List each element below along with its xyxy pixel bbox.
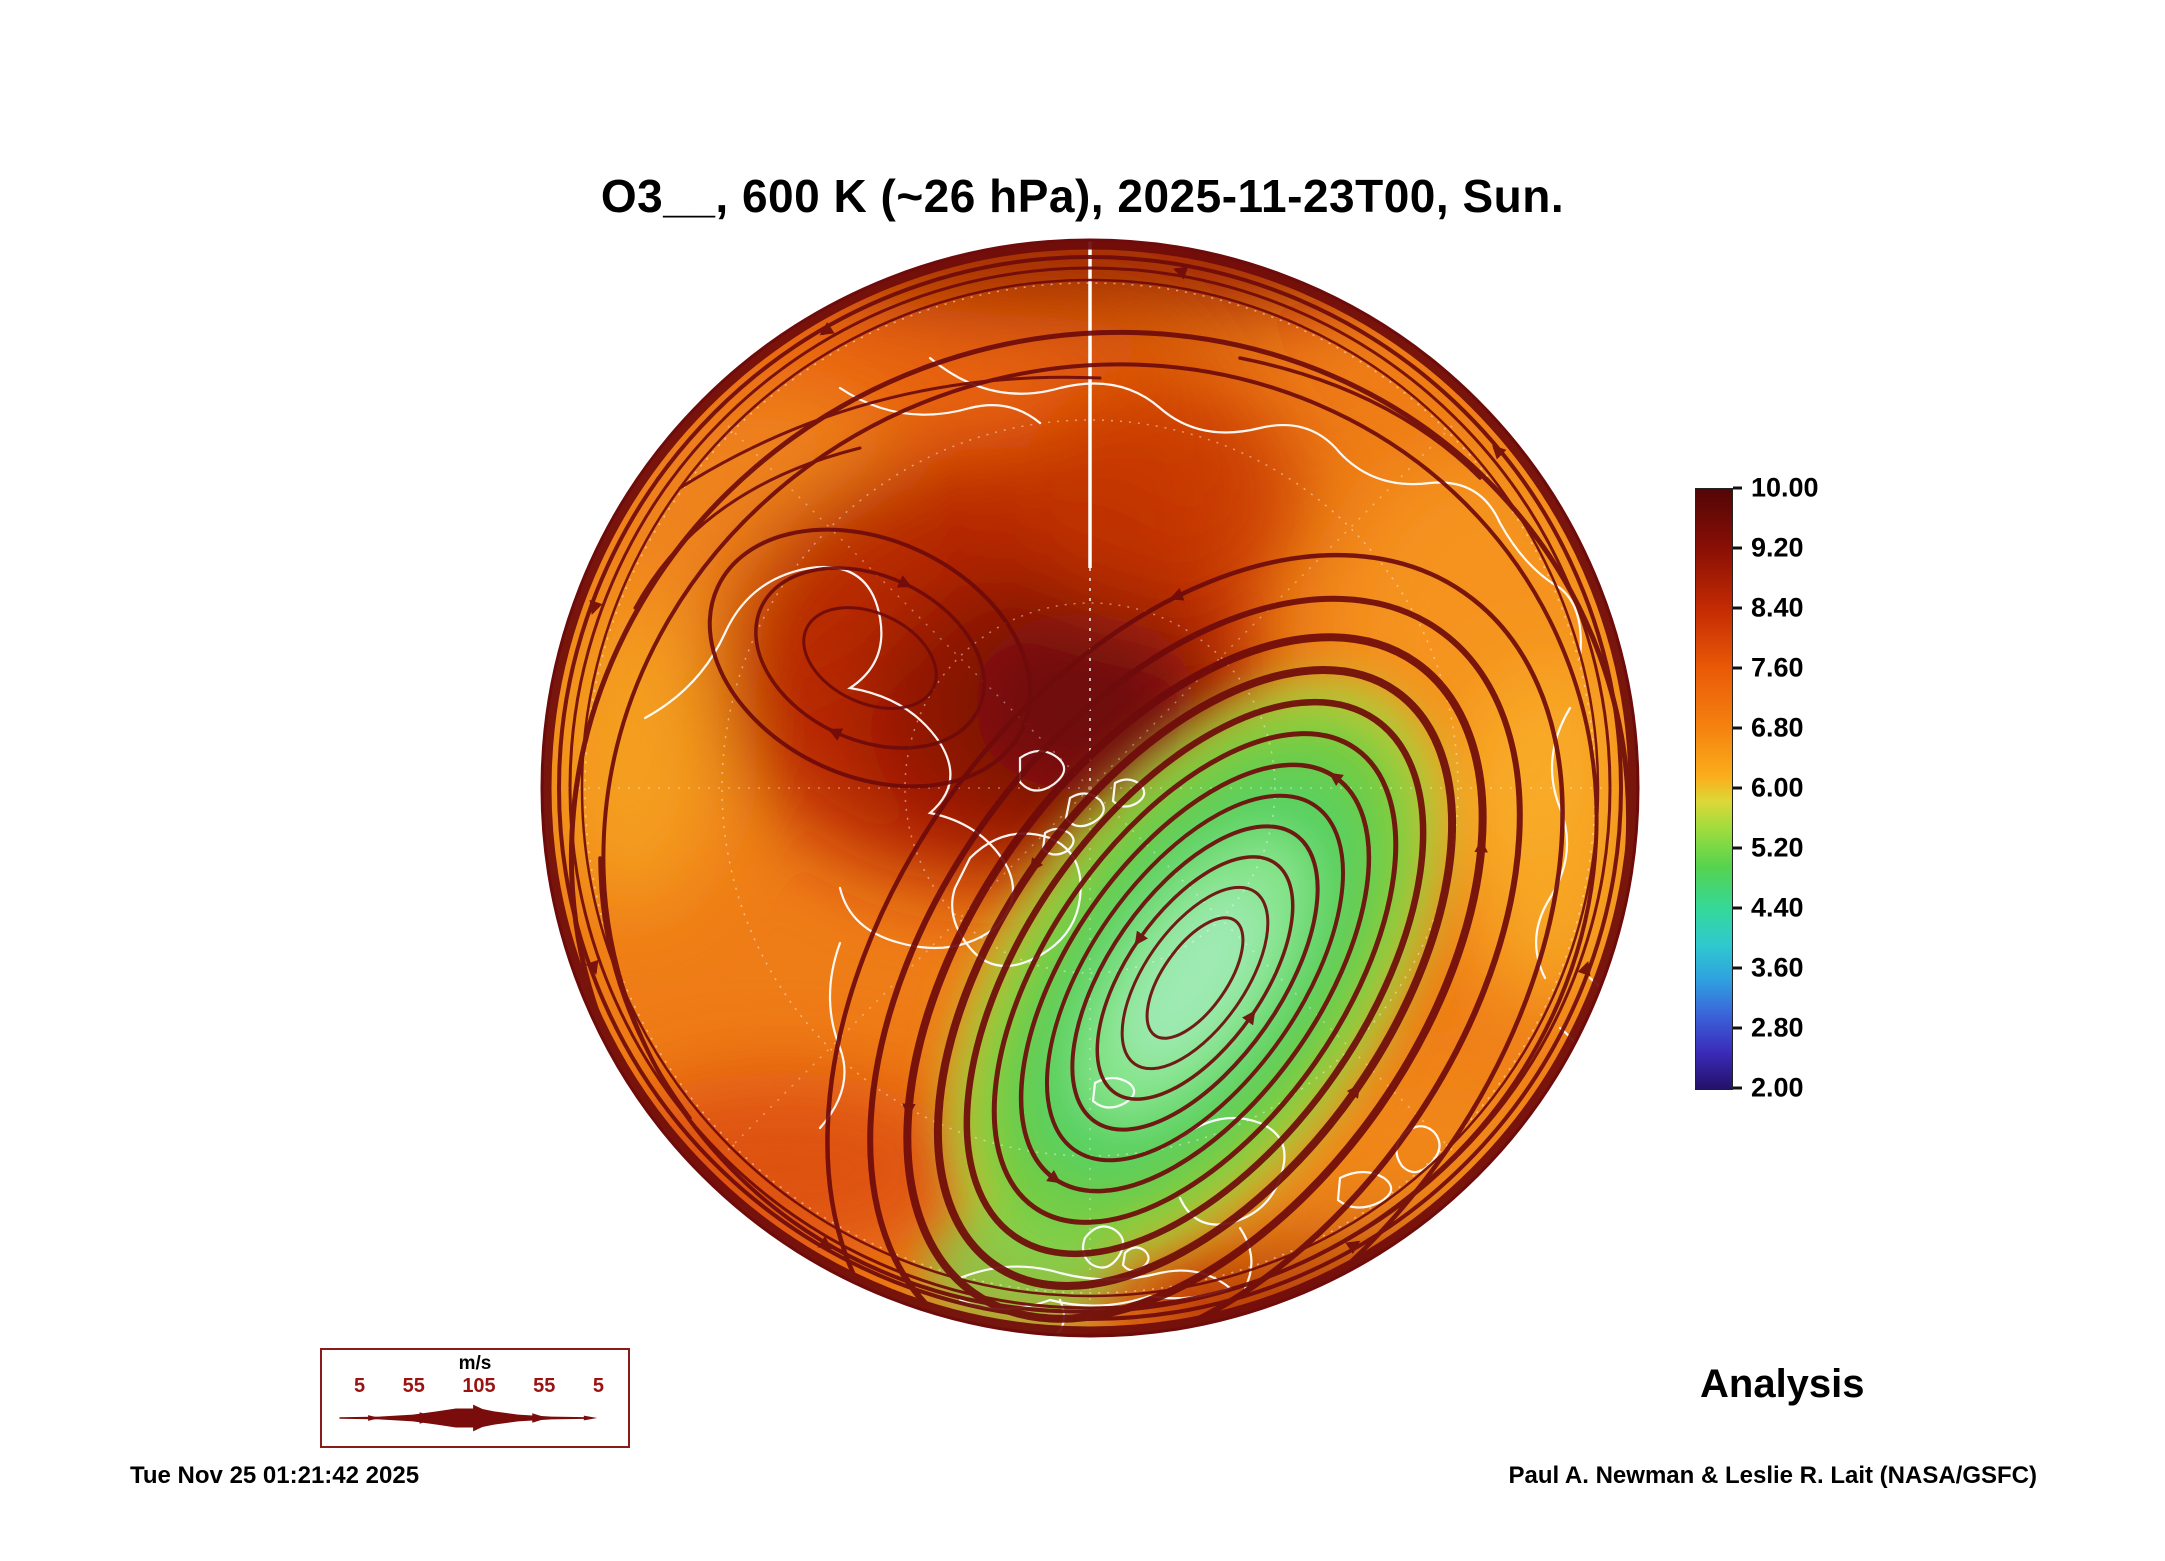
wind-legend-value: 55 (533, 1375, 556, 1397)
colorbar-tick: 6.00 (1733, 773, 1804, 804)
tick-mark (1733, 846, 1742, 850)
colorbar-tick: 2.00 (1733, 1073, 1804, 1104)
map-boundary (540, 238, 1640, 1338)
colorbar-tick: 5.20 (1733, 833, 1804, 864)
timestamp: Tue Nov 25 01:21:42 2025 (130, 1462, 420, 1489)
analysis-label: Analysis (1700, 1362, 1865, 1406)
anticyclone-streamlines (707, 527, 1033, 789)
colorbar-tick: 4.40 (1733, 893, 1804, 924)
tick-mark (1733, 966, 1742, 970)
colorbar-tick: 6.80 (1733, 713, 1804, 744)
colorbar-tick: 10.00 (1733, 473, 1819, 504)
colorbar-tick: 8.40 (1733, 593, 1804, 624)
tick-mark (1733, 1026, 1742, 1030)
tick-mark (1733, 1086, 1742, 1090)
ozone-minimum-tongue (925, 678, 1445, 1328)
colorbar-tick: 9.20 (1733, 533, 1804, 564)
tick-mark (1733, 786, 1742, 790)
wind-speed-arrow (339, 1404, 598, 1432)
wind-speed-legend: m/s 5 55 105 55 5 (320, 1348, 630, 1448)
polar-map-svg (540, 238, 1640, 1338)
colorbar-tick: 7.60 (1733, 653, 1804, 684)
colorbar (1695, 488, 1733, 1090)
tick-mark (1733, 906, 1742, 910)
polar-map (540, 238, 1640, 1338)
rim-arrows (585, 266, 1591, 1254)
tick-mark (1733, 726, 1742, 730)
credit: Paul A. Newman & Leslie R. Lait (NASA/GS… (1508, 1462, 2037, 1489)
wind-legend-units: m/s (458, 1353, 492, 1374)
wind-legend-value: 5 (354, 1375, 366, 1397)
tick-mark (1733, 666, 1742, 670)
wind-legend-value: 5 (592, 1375, 604, 1397)
tick-mark (1733, 486, 1742, 490)
tick-mark (1733, 606, 1742, 610)
wind-legend-values: 5 55 105 55 5 (328, 1373, 622, 1397)
colorbar-tick: 3.60 (1733, 953, 1804, 984)
colorbar-tick: 2.80 (1733, 1013, 1804, 1044)
wind-legend-value: 55 (402, 1375, 425, 1397)
wind-legend-value: 105 (462, 1375, 496, 1397)
tick-mark (1733, 546, 1742, 550)
page-title: O3__, 600 K (~26 hPa), 2025-11-23T00, Su… (600, 169, 1565, 222)
